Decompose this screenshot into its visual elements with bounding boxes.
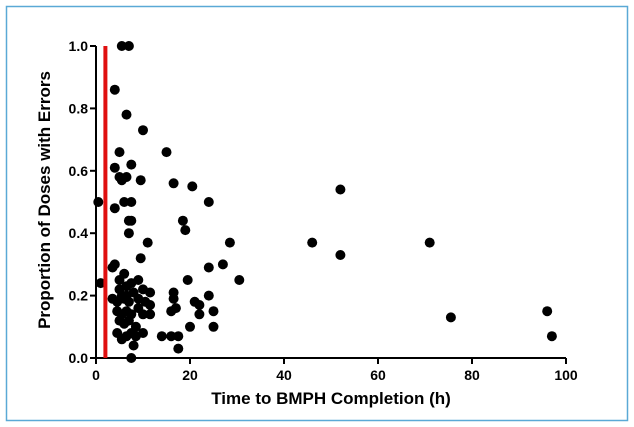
data-point	[123, 228, 134, 239]
data-point	[307, 237, 318, 248]
data-point	[156, 331, 167, 342]
data-point	[123, 315, 134, 326]
data-point	[121, 109, 132, 120]
data-point	[335, 250, 346, 260]
data-point	[542, 306, 553, 317]
data-point	[109, 84, 120, 95]
data-point	[138, 125, 148, 136]
x-axis-label: Time to BMPH Completion (h)	[211, 389, 451, 408]
data-point	[93, 197, 104, 207]
data-point	[185, 321, 195, 332]
data-point	[166, 331, 177, 342]
axes-layer	[95, 46, 566, 359]
data-point	[194, 309, 205, 320]
data-point	[335, 184, 346, 195]
data-point	[203, 197, 214, 207]
y-tick-label: 0.6	[69, 163, 89, 179]
x-tick-label: 20	[182, 367, 198, 383]
data-point	[170, 303, 181, 314]
data-point	[126, 197, 137, 207]
data-point	[119, 197, 130, 207]
x-ticks: 0 20 40 60 80 100	[92, 358, 578, 383]
x-tick-label: 40	[276, 367, 292, 383]
x-tick-label: 100	[554, 367, 578, 383]
data-point	[546, 331, 557, 342]
data-point	[424, 237, 435, 248]
data-point	[138, 328, 148, 338]
data-point	[145, 300, 156, 310]
data-point	[194, 300, 205, 310]
outer-frame	[5, 5, 629, 422]
data-point	[203, 290, 214, 301]
points-layer	[93, 41, 557, 363]
data-point	[107, 262, 118, 273]
data-point	[114, 147, 125, 158]
data-point	[173, 343, 184, 354]
y-tick-label: 1.0	[69, 38, 89, 54]
x-tick-label: 0	[92, 367, 100, 383]
data-point	[119, 268, 130, 279]
data-point	[145, 287, 156, 298]
data-point	[121, 172, 132, 182]
x-tick-label: 80	[464, 367, 480, 383]
data-point	[135, 253, 146, 264]
data-point	[128, 340, 139, 351]
data-point	[95, 278, 106, 289]
data-point	[180, 225, 191, 236]
data-point	[138, 309, 148, 320]
data-point	[161, 147, 172, 158]
data-point	[133, 275, 144, 285]
y-tick-label: 0.8	[69, 100, 89, 116]
data-point	[224, 237, 235, 248]
y-axis-label: Proportion of Doses with Errors	[35, 71, 54, 329]
data-point	[126, 159, 137, 170]
data-point	[121, 281, 132, 292]
data-point	[182, 275, 193, 285]
data-point	[168, 293, 179, 304]
data-point	[126, 215, 137, 226]
data-point	[187, 181, 198, 192]
data-point	[109, 162, 120, 173]
data-point	[168, 178, 179, 189]
data-point	[203, 262, 214, 273]
y-tick-label: 0.4	[69, 225, 89, 241]
data-point	[217, 259, 228, 270]
data-point	[123, 41, 134, 51]
data-point	[135, 175, 146, 186]
y-ticks: 0.0 0.2 0.4 0.6 0.8 1.0	[69, 38, 96, 366]
y-tick-label: 0.0	[69, 350, 89, 366]
data-point	[208, 306, 219, 317]
data-point	[234, 275, 245, 285]
x-tick-label: 60	[370, 367, 386, 383]
data-point	[109, 203, 120, 214]
data-point	[208, 321, 219, 332]
data-point	[177, 215, 188, 226]
data-point	[145, 309, 156, 320]
data-point	[173, 331, 184, 342]
y-tick-label: 0.2	[69, 288, 89, 304]
data-point	[123, 296, 134, 307]
data-point	[142, 237, 153, 248]
data-point	[445, 312, 456, 323]
data-point	[116, 41, 127, 51]
